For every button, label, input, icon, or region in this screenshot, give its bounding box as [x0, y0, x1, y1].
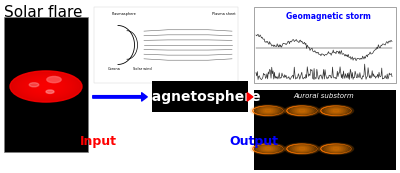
Circle shape	[40, 84, 52, 89]
FancyBboxPatch shape	[152, 81, 248, 112]
Circle shape	[13, 72, 79, 101]
Ellipse shape	[318, 143, 354, 154]
Ellipse shape	[265, 148, 271, 150]
Ellipse shape	[295, 108, 309, 113]
Ellipse shape	[293, 108, 311, 114]
Circle shape	[18, 75, 74, 98]
Text: Output: Output	[230, 135, 278, 148]
Ellipse shape	[333, 110, 339, 112]
Ellipse shape	[261, 108, 275, 113]
Ellipse shape	[331, 109, 341, 112]
Ellipse shape	[295, 146, 309, 151]
Ellipse shape	[286, 144, 318, 154]
Ellipse shape	[324, 145, 348, 152]
FancyArrowPatch shape	[247, 93, 253, 101]
Ellipse shape	[329, 146, 343, 151]
Circle shape	[46, 90, 54, 93]
FancyBboxPatch shape	[4, 17, 88, 152]
Ellipse shape	[327, 146, 345, 152]
Circle shape	[30, 80, 62, 93]
Ellipse shape	[265, 110, 271, 112]
Circle shape	[10, 71, 82, 102]
Text: Input: Input	[80, 135, 116, 148]
Ellipse shape	[252, 144, 284, 154]
FancyArrowPatch shape	[93, 93, 147, 101]
Ellipse shape	[256, 107, 280, 114]
Ellipse shape	[329, 108, 343, 113]
Circle shape	[24, 77, 68, 96]
Circle shape	[29, 83, 39, 87]
Text: Auroral substorm: Auroral substorm	[294, 93, 354, 99]
Circle shape	[25, 78, 67, 95]
Ellipse shape	[293, 146, 311, 152]
Circle shape	[28, 79, 64, 94]
Ellipse shape	[286, 106, 318, 116]
Text: Magnetosphere: Magnetosphere	[139, 90, 261, 104]
Text: Corona: Corona	[108, 67, 120, 71]
Circle shape	[32, 80, 60, 93]
Ellipse shape	[256, 145, 280, 152]
Text: Geomagnetic storm: Geomagnetic storm	[286, 12, 370, 21]
Circle shape	[27, 78, 65, 95]
Circle shape	[22, 76, 70, 97]
Text: Plasmasphere: Plasmasphere	[112, 12, 136, 16]
Ellipse shape	[290, 145, 314, 152]
FancyBboxPatch shape	[254, 90, 396, 170]
Circle shape	[15, 73, 77, 100]
Text: Solar wind: Solar wind	[133, 67, 151, 71]
Ellipse shape	[322, 144, 350, 153]
Ellipse shape	[320, 106, 352, 116]
Ellipse shape	[297, 147, 307, 151]
Text: Solar flare: Solar flare	[4, 5, 82, 20]
Ellipse shape	[263, 109, 273, 112]
Ellipse shape	[290, 107, 314, 114]
Ellipse shape	[331, 147, 341, 151]
Ellipse shape	[318, 105, 354, 116]
Ellipse shape	[252, 106, 284, 116]
Circle shape	[12, 72, 80, 101]
Ellipse shape	[322, 106, 350, 115]
FancyBboxPatch shape	[254, 7, 396, 83]
Ellipse shape	[250, 143, 286, 154]
Ellipse shape	[327, 108, 345, 114]
Circle shape	[10, 71, 82, 102]
Ellipse shape	[254, 144, 282, 153]
Circle shape	[42, 85, 50, 88]
Ellipse shape	[299, 148, 305, 150]
Ellipse shape	[333, 148, 339, 150]
Ellipse shape	[288, 144, 316, 153]
Circle shape	[34, 81, 58, 92]
Ellipse shape	[324, 107, 348, 114]
Circle shape	[20, 75, 72, 98]
Ellipse shape	[299, 110, 305, 112]
Ellipse shape	[284, 105, 320, 116]
Ellipse shape	[261, 146, 275, 151]
Circle shape	[37, 83, 55, 90]
Ellipse shape	[297, 109, 307, 112]
FancyBboxPatch shape	[94, 7, 238, 83]
Ellipse shape	[320, 144, 352, 154]
Ellipse shape	[259, 146, 277, 152]
Circle shape	[39, 83, 53, 90]
Circle shape	[47, 76, 61, 83]
Ellipse shape	[250, 105, 286, 116]
Ellipse shape	[259, 108, 277, 114]
Ellipse shape	[254, 106, 282, 115]
Circle shape	[35, 82, 57, 91]
Ellipse shape	[288, 106, 316, 115]
Ellipse shape	[284, 143, 320, 154]
Text: Plasma sheet: Plasma sheet	[212, 12, 236, 16]
Circle shape	[17, 74, 75, 99]
Ellipse shape	[263, 147, 273, 151]
